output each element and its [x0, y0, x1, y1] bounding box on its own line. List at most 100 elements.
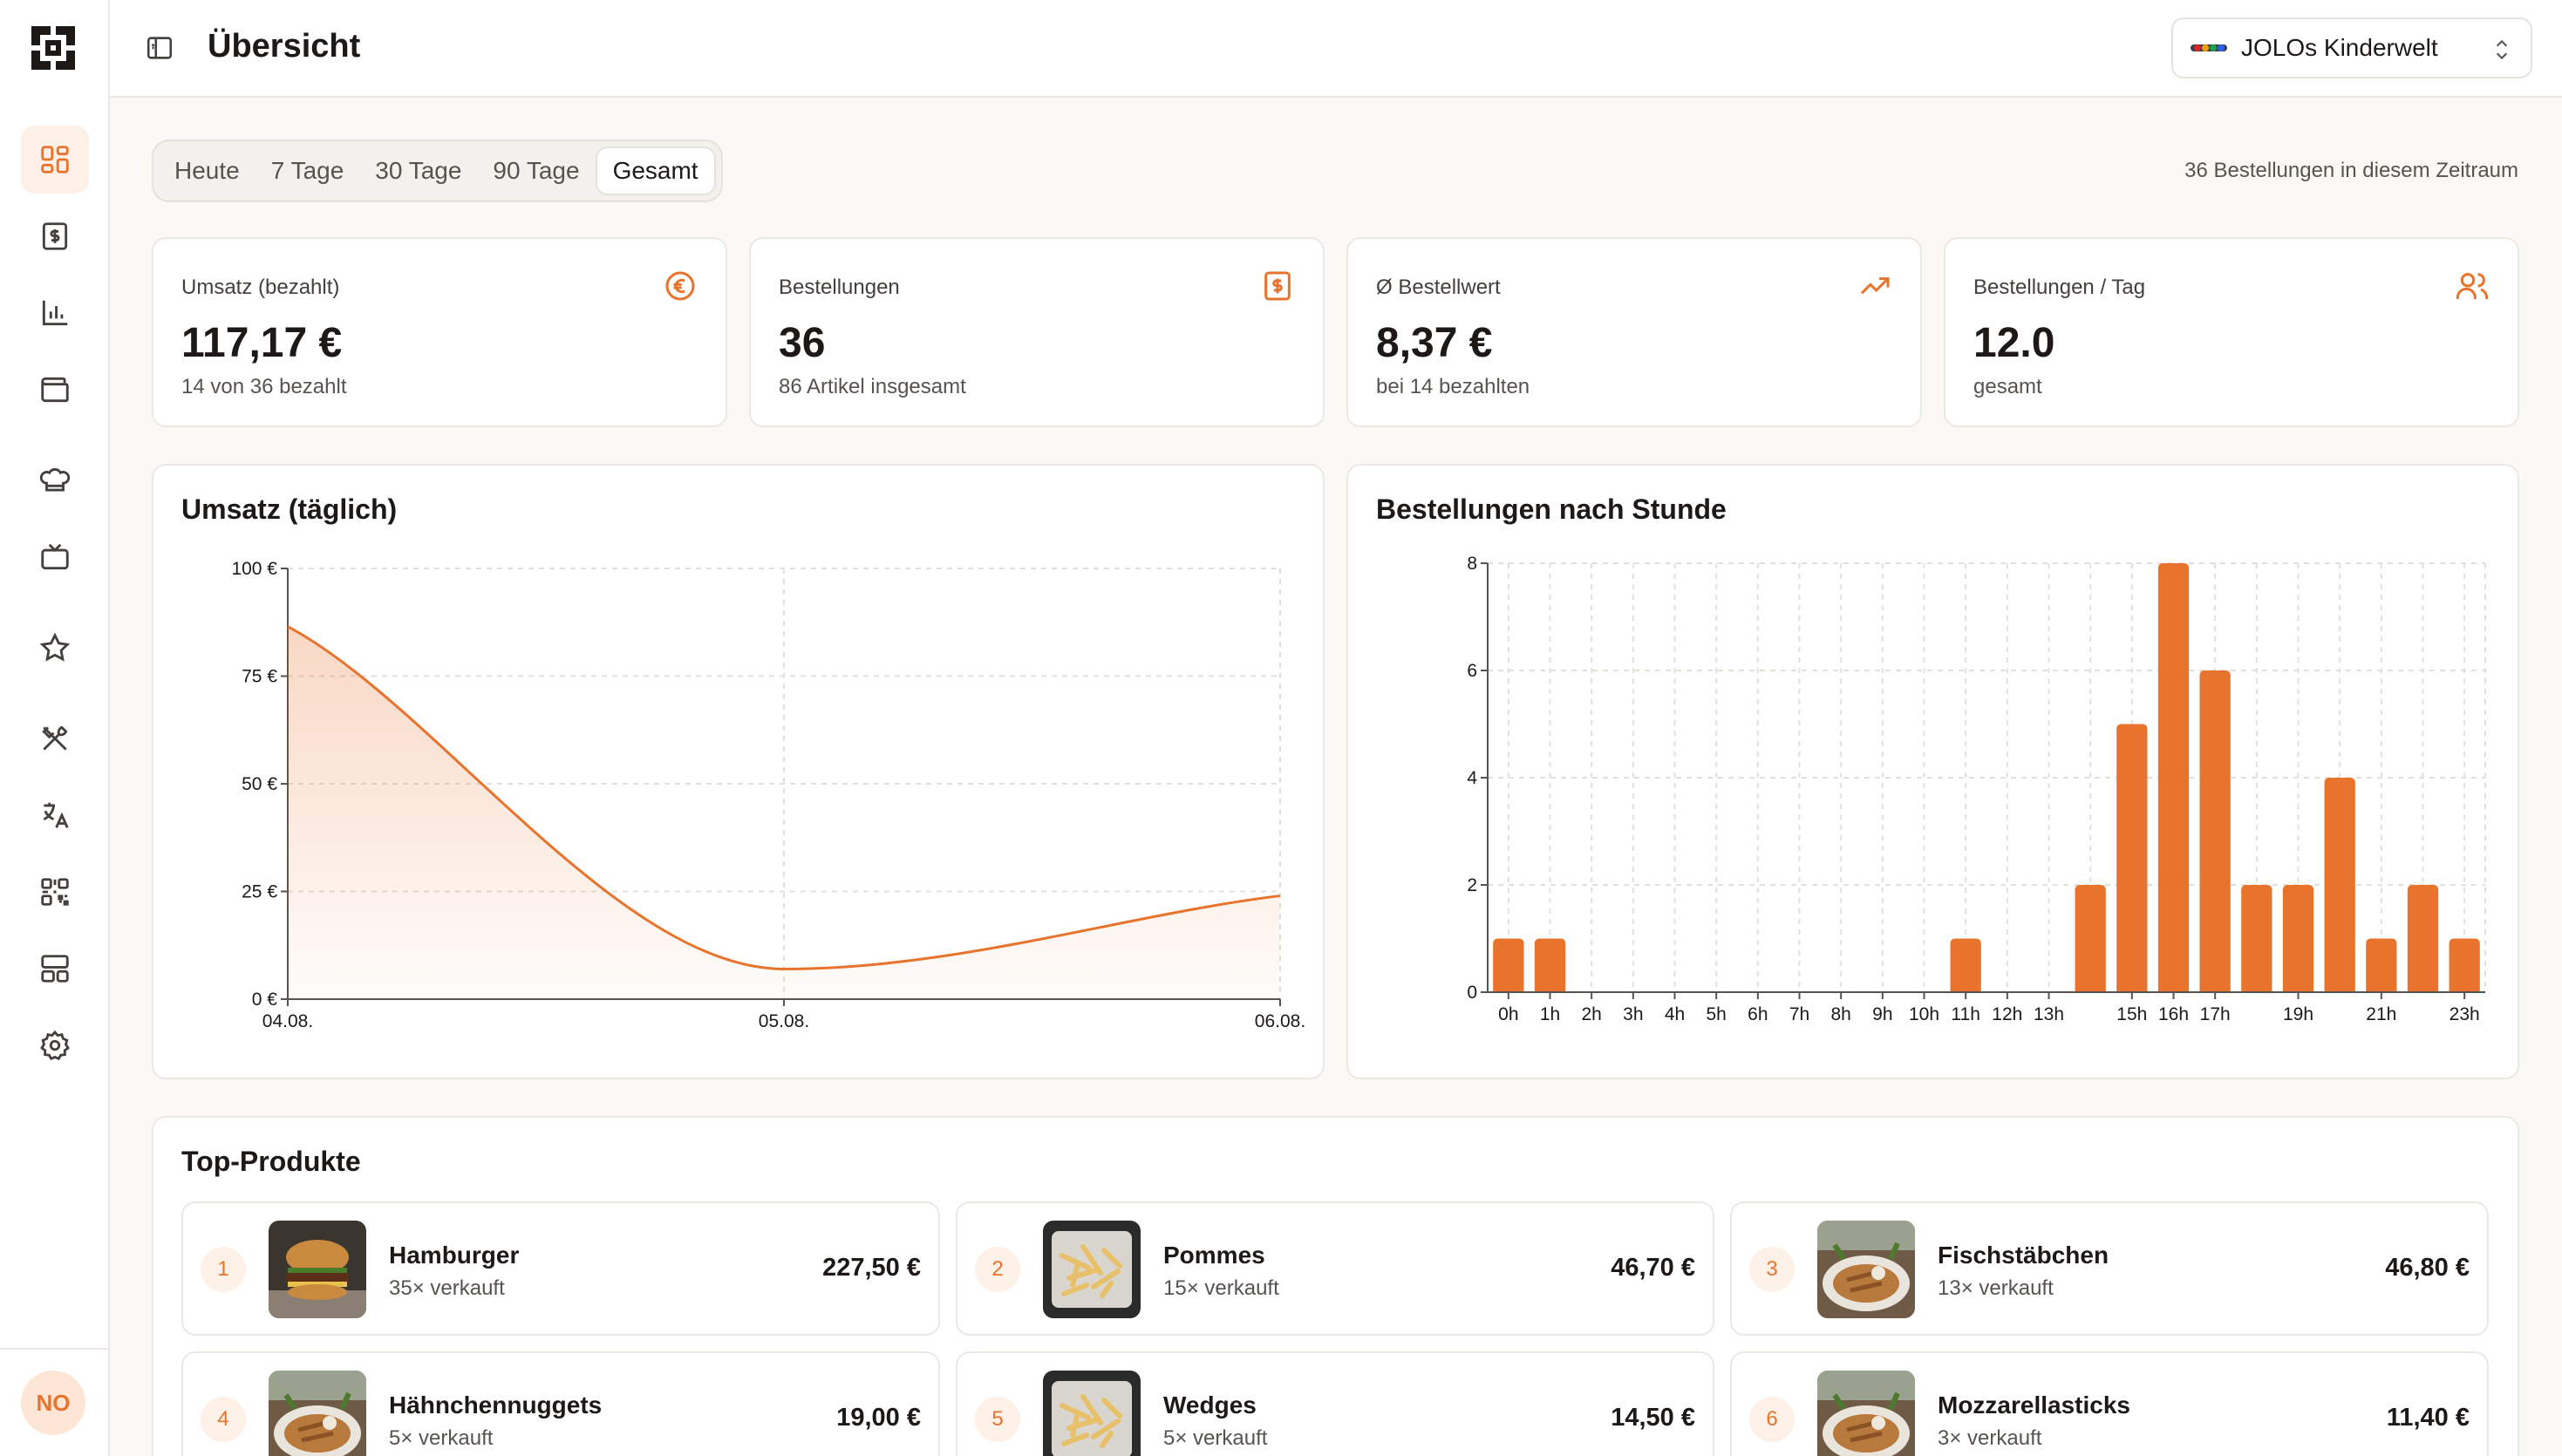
- product-card[interactable]: 4 Hähnchennuggets 5× verkauft 19,00 €: [181, 1351, 940, 1456]
- tab-heute[interactable]: Heute: [174, 157, 240, 184]
- nav-qr-codes[interactable]: [21, 858, 89, 926]
- tv-icon: [41, 543, 69, 570]
- nav-translations[interactable]: [21, 781, 89, 849]
- product-sold-count: 5× verkauft: [1163, 1426, 1268, 1450]
- store-selector[interactable]: JOLOs Kinderwelt: [2171, 17, 2532, 78]
- bar-15h: [2116, 724, 2148, 992]
- nav-menu[interactable]: [21, 704, 89, 772]
- euro-icon: [665, 271, 695, 301]
- bar-21h: [2366, 938, 2397, 992]
- bar-19h: [2282, 885, 2314, 992]
- chart-title: Umsatz (täglich): [181, 493, 398, 525]
- x-tick-label: 13h: [2034, 1004, 2064, 1024]
- dashboard-icon: [41, 146, 69, 173]
- product-card[interactable]: 1 Hamburger 35× verkauft 227,50 €: [181, 1201, 940, 1336]
- product-revenue: 227,50 €: [822, 1254, 921, 1282]
- product-name: Wedges: [1163, 1391, 1257, 1419]
- y-tick-label: 50 €: [242, 774, 277, 794]
- qr-code-icon: [41, 878, 69, 906]
- stat-subtext: bei 14 bezahlten: [1376, 375, 1530, 398]
- layout-icon: [41, 955, 69, 983]
- x-tick-label: 5h: [1706, 1004, 1726, 1024]
- receipt-icon: [42, 222, 68, 250]
- bar-17h: [2199, 670, 2231, 992]
- product-image: [1817, 1371, 1915, 1456]
- y-tick-label: 6: [1467, 661, 1477, 681]
- product-rank: 4: [201, 1397, 246, 1442]
- product-card[interactable]: 5 Wedges 5× verkauft 14,50 €: [956, 1351, 1714, 1456]
- tab-7-tage[interactable]: 7 Tage: [270, 157, 344, 184]
- x-tick-label: 11h: [1951, 1004, 1979, 1024]
- receipt-icon: [1264, 271, 1291, 301]
- product-revenue: 46,80 €: [2385, 1254, 2470, 1282]
- nav-orders[interactable]: [21, 202, 89, 270]
- utensils-crossed-icon: [42, 725, 68, 751]
- product-revenue: 14,50 €: [1611, 1404, 1695, 1432]
- product-card[interactable]: 6 Mozzarellasticks 3× verkauft 11,40 €: [1730, 1351, 2489, 1456]
- tab-30-tage[interactable]: 30 Tage: [375, 157, 462, 184]
- nav-kitchen[interactable]: [21, 446, 89, 514]
- wallet-icon: [41, 377, 69, 403]
- y-tick-label: 100 €: [231, 559, 277, 579]
- product-sold-count: 3× verkauft: [1938, 1426, 2042, 1450]
- chevron-up-down-icon: [2496, 39, 2508, 60]
- users-icon: [2456, 273, 2489, 299]
- nav-favorites[interactable]: [21, 614, 89, 682]
- x-tick-label: 9h: [1872, 1004, 1892, 1024]
- stat-card-revenue: Umsatz (bezahlt) 117,17 € 14 von 36 beza…: [152, 237, 727, 427]
- y-tick-label: 0: [1467, 983, 1477, 1003]
- x-tick-label: 10h: [1909, 1004, 1939, 1024]
- stat-card-orders: Bestellungen 36 86 Artikel insgesamt: [749, 237, 1325, 427]
- user-avatar[interactable]: NO: [21, 1371, 85, 1435]
- x-tick-label: 6h: [1748, 1004, 1768, 1024]
- tab-90-tage[interactable]: 90 Tage: [493, 157, 580, 184]
- product-revenue: 19,00 €: [836, 1404, 921, 1432]
- bar-18h: [2241, 885, 2272, 992]
- sidebar-toggle-icon[interactable]: [145, 33, 174, 63]
- product-name: Hamburger: [389, 1242, 520, 1269]
- x-tick-label: 1h: [1540, 1004, 1560, 1024]
- page-title: Übersicht: [208, 28, 361, 65]
- section-title: Top-Produkte: [181, 1146, 361, 1177]
- languages-icon: [43, 802, 69, 828]
- trending-up-icon: [1860, 277, 1890, 295]
- chart-title: Bestellungen nach Stunde: [1376, 493, 1727, 525]
- product-sold-count: 35× verkauft: [389, 1276, 505, 1300]
- sidebar: NO: [0, 0, 110, 1456]
- stat-value: 12.0: [1973, 320, 2055, 366]
- nav-display[interactable]: [21, 523, 89, 591]
- bar-chart-icon: [42, 300, 68, 326]
- stat-label: Bestellungen / Tag: [1973, 276, 2146, 299]
- y-tick-label: 8: [1467, 554, 1477, 574]
- x-tick-label: 8h: [1830, 1004, 1850, 1024]
- product-sold-count: 5× verkauft: [389, 1426, 494, 1450]
- product-card[interactable]: 2 Pommes 15× verkauft 46,70 €: [956, 1201, 1714, 1336]
- nav-settings[interactable]: [21, 1011, 89, 1079]
- nav-statistics[interactable]: [21, 279, 89, 347]
- x-tick-label: 16h: [2158, 1004, 2189, 1024]
- y-tick-label: 2: [1467, 875, 1477, 895]
- orders-by-hour-card: Bestellungen nach Stunde 0 2 4 6 8 0h 1h 2h 3h 4h…: [1346, 464, 2519, 1079]
- chef-hat-icon: [39, 468, 71, 492]
- x-tick-label: 05.08.: [759, 1011, 809, 1031]
- x-tick-label: 3h: [1623, 1004, 1643, 1024]
- nav-wallet[interactable]: [21, 356, 89, 424]
- product-revenue: 11,40 €: [2386, 1404, 2470, 1432]
- product-rank: 5: [975, 1397, 1020, 1442]
- x-tick-label: 15h: [2116, 1004, 2147, 1024]
- bar-16h: [2157, 563, 2190, 992]
- x-tick-label: 0h: [1498, 1004, 1518, 1024]
- star-icon: [39, 632, 71, 662]
- tab-gesamt[interactable]: Gesamt: [595, 146, 716, 195]
- nav-dashboard[interactable]: [21, 126, 89, 194]
- product-rank: 3: [1749, 1247, 1795, 1292]
- x-tick-label: 19h: [2283, 1004, 2313, 1024]
- product-card[interactable]: 3 Fischstäbchen 13× verkauft 46,80 €: [1730, 1201, 2489, 1336]
- stat-subtext: 86 Artikel insgesamt: [779, 375, 966, 398]
- period-order-count: 36 Bestellungen in diesem Zeitraum: [2184, 159, 2518, 182]
- nav-layout[interactable]: [21, 935, 89, 1003]
- app-logo[interactable]: [31, 26, 75, 70]
- bar-14h: [2075, 885, 2106, 992]
- product-revenue: 46,70 €: [1611, 1254, 1695, 1282]
- product-name: Fischstäbchen: [1938, 1242, 2109, 1269]
